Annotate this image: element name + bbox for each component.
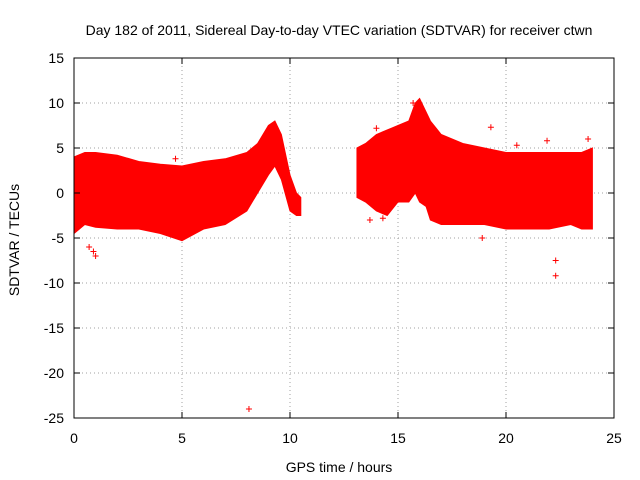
data-point-marker — [90, 248, 97, 255]
data-point-marker — [373, 125, 380, 132]
chart-title: Day 182 of 2011, Sidereal Day-to-day VTE… — [86, 22, 593, 38]
y-tick-label: -25 — [44, 410, 64, 426]
data-point-marker — [86, 244, 93, 250]
y-axis-label: SDTVAR / TECUs — [6, 184, 22, 296]
data-point-marker — [513, 142, 520, 149]
data-point-marker — [487, 124, 494, 131]
x-tick-label: 25 — [606, 430, 622, 446]
axes-ticks: 0 5 10 15 20 25 -25 -20 -15 -10 -5 0 5 10 15 — [44, 50, 622, 446]
y-tick-label: 0 — [56, 185, 64, 201]
data-point-marker — [552, 257, 559, 264]
y-tick-label: 10 — [48, 95, 64, 111]
data-point-marker — [552, 272, 559, 279]
data-layer — [73, 97, 593, 412]
data-point-marker — [172, 155, 179, 162]
y-tick-label: -5 — [52, 230, 65, 246]
y-tick-label: -15 — [44, 320, 64, 336]
data-point-marker — [585, 136, 592, 142]
data-band-morning — [73, 120, 302, 242]
data-point-marker — [379, 215, 386, 222]
data-point-marker — [245, 406, 252, 412]
y-tick-label: 5 — [56, 140, 64, 156]
y-tick-label: -20 — [44, 365, 64, 381]
data-point-marker — [544, 137, 551, 144]
data-band-afternoon — [356, 97, 593, 230]
x-tick-label: 5 — [178, 430, 186, 446]
x-tick-label: 20 — [498, 430, 514, 446]
x-tick-label: 15 — [390, 430, 406, 446]
data-point-marker — [479, 235, 486, 241]
x-axis-label: GPS time / hours — [286, 459, 393, 475]
y-tick-label: -10 — [44, 275, 64, 291]
x-tick-label: 10 — [282, 430, 298, 446]
data-point-marker — [366, 217, 373, 223]
data-point-marker — [410, 100, 417, 106]
x-tick-label: 0 — [70, 430, 78, 446]
y-tick-label: 15 — [48, 50, 64, 66]
grid — [74, 58, 614, 418]
data-point-marker — [92, 253, 99, 259]
